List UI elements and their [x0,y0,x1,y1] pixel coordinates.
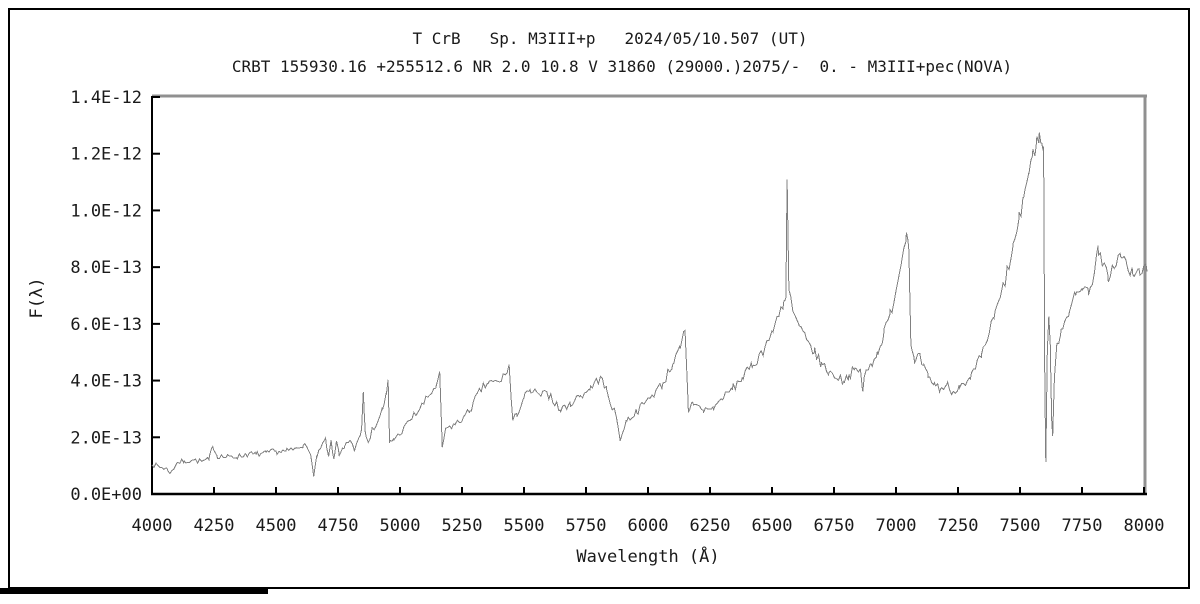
x-tick-label: 7250 [938,516,979,536]
y-tick-label: 2.0E-13 [70,428,142,448]
x-axis-label: Wavelength (Å) [576,545,719,567]
x-tick-label: 6750 [814,516,855,536]
spectrum-line [151,132,1148,477]
x-tick-label: 6000 [628,516,669,536]
y-tick-label: 8.0E-13 [70,258,142,278]
x-tick-label: 6250 [690,516,731,536]
y-axis-ticks: 0.0E+00 2.0E-13 4.0E-13 6.0E-13 8.0E-13 1.0E-… [70,88,160,505]
x-tick-label: 5000 [380,516,421,536]
figure-border [8,8,1190,589]
x-tick-label: 8000 [1124,516,1165,536]
y-tick-label: 4.0E-13 [70,372,142,392]
x-tick-label: 7750 [1062,516,1103,536]
chart-title: T CrB Sp. M3III+p 2024/05/10.507 (UT) [413,29,808,48]
x-tick-label: 4250 [194,516,235,536]
chart-subtitle: CRBT 155930.16 +255512.6 NR 2.0 10.8 V 3… [232,57,1012,76]
x-tick-label: 6500 [752,516,793,536]
y-tick-label: 1.0E-12 [70,201,142,221]
x-tick-label: 5500 [504,516,545,536]
x-tick-label: 4500 [256,516,297,536]
x-tick-label: 4750 [318,516,359,536]
x-tick-label: 7000 [876,516,917,536]
y-tick-label: 1.2E-12 [70,145,142,165]
y-tick-label: 6.0E-13 [70,315,142,335]
bottom-left-border-bar [0,588,268,594]
x-tick-label: 4000 [132,516,173,536]
y-tick-label: 0.0E+00 [70,485,142,505]
x-tick-label: 5750 [566,516,607,536]
y-tick-label: 1.4E-12 [70,88,142,108]
y-axis-label: F(λ) [27,278,47,319]
x-tick-label: 7500 [1000,516,1041,536]
x-tick-label: 5250 [442,516,483,536]
x-axis-ticks: 4000 4250 4500 4750 5000 5250 5500 5750 6000 6250… [132,487,1165,536]
